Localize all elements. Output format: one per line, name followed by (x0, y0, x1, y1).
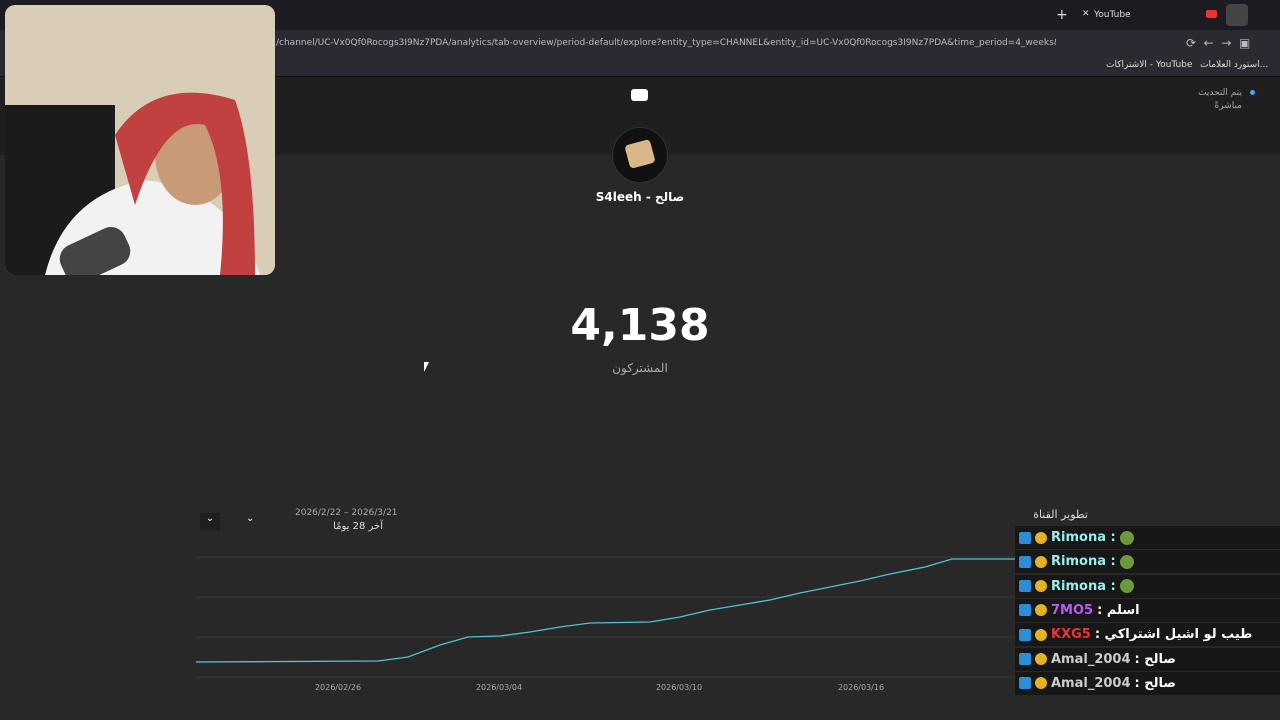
username: Amal_2004 (1051, 651, 1131, 667)
x-label: 2026/02/26 (315, 683, 361, 692)
x-label: 2026/03/04 (476, 683, 522, 692)
live-status: مباشرةً (1214, 101, 1242, 111)
x-label: 2026/03/16 (838, 683, 884, 692)
badge (1035, 628, 1047, 641)
badge (1019, 580, 1031, 593)
emote (1119, 530, 1134, 545)
badge (1019, 628, 1031, 641)
youtube-logo (631, 89, 648, 101)
chart-title: تطوير القناة (1033, 508, 1088, 521)
url[interactable]: /channel/UC-Vx0Qf0Rocogs3I9Nz7PDA/analyt… (276, 38, 1056, 48)
nav-buttons[interactable]: ⟳ ← → ▣ (1186, 36, 1251, 50)
tab-title: YouTube (1094, 10, 1131, 20)
period: آخر 28 يومًا (333, 521, 383, 532)
bookmark[interactable]: استورد العلامات... (1200, 60, 1269, 70)
username: 7MO5 (1051, 602, 1094, 618)
badge (1019, 531, 1031, 544)
subscriber-line (195, 558, 1015, 663)
x-labels: 2026/02/26 2026/03/04 2026/03/10 2026/03/16 (315, 683, 884, 692)
chat-message: Amal_2004 صالح : (1015, 671, 1280, 695)
yt-icon (1206, 10, 1217, 18)
message: طيب لو اشيل اشتراكي : (1094, 627, 1253, 643)
bookmark[interactable]: الاشتراكات - YouTube (1106, 60, 1193, 70)
username: Rimona : (1051, 554, 1116, 570)
badge (1035, 555, 1047, 568)
live-dot (1250, 90, 1255, 95)
badge (1035, 604, 1047, 617)
username: Rimona : (1051, 578, 1116, 594)
emote (1119, 579, 1134, 594)
channel-name: S4leeh - صالح (595, 190, 685, 204)
bookmarks-bar: استورد العلامات... الاشتراكات - YouTube (0, 56, 1280, 77)
badge (1035, 677, 1047, 690)
chat-message: KXG5 طيب لو اشيل اشتراكي : (1015, 623, 1280, 647)
badge (1019, 604, 1031, 617)
cursor (424, 362, 429, 372)
message: صالح : (1134, 675, 1176, 691)
badge (1035, 531, 1047, 544)
subscriber-count: 4,138 (570, 300, 710, 351)
webcam (5, 5, 275, 275)
dropdown[interactable]: ⌄ (246, 513, 255, 524)
badge (1019, 677, 1031, 690)
chat-message: Amal_2004 صالح : (1015, 647, 1280, 671)
username: Rimona : (1051, 530, 1116, 545)
chat-message: 7MO5 اسلم : (1015, 598, 1280, 622)
date-range: 2026/2/22 – 2026/3/21 (295, 508, 398, 518)
x-label: 2026/03/10 (656, 683, 702, 692)
live-status: يتم التحديث (1198, 88, 1242, 98)
chat-message: Rimona : (1015, 550, 1280, 574)
message: صالح : (1134, 651, 1176, 667)
username: Amal_2004 (1051, 675, 1131, 691)
badge (1035, 580, 1047, 593)
new-tab[interactable]: + (1056, 7, 1068, 23)
active-tab-icon[interactable] (1226, 4, 1248, 26)
message: اسلم : (1097, 602, 1140, 618)
subscriber-label: المشتركون (612, 361, 668, 375)
emote (1119, 554, 1134, 569)
grid (196, 556, 1015, 678)
chat-message: Rimona : (1015, 574, 1280, 598)
chat-message: Rimona : (1015, 526, 1280, 549)
username: KXG5 (1051, 627, 1091, 643)
badge (1035, 653, 1047, 665)
badge (1019, 555, 1031, 568)
dropdown[interactable]: ⌄ (200, 513, 220, 531)
tab[interactable]: ✕ YouTube (1082, 9, 1131, 20)
channel-avatar (612, 127, 668, 183)
badge (1019, 653, 1031, 665)
